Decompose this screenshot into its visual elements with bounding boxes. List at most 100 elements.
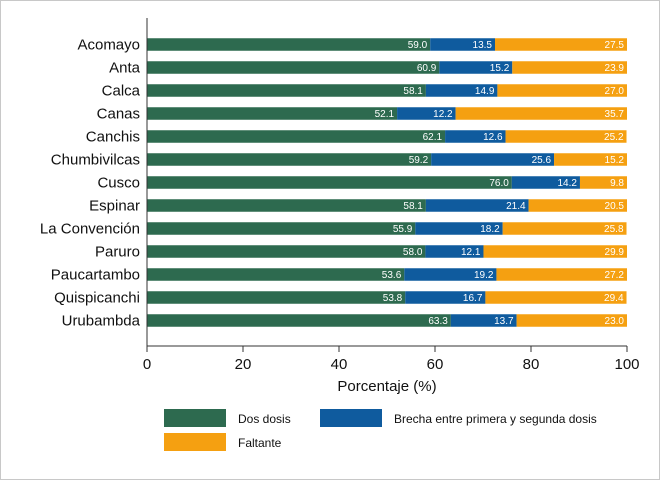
bar-segment: [415, 222, 503, 235]
data-label: 15.2: [605, 155, 625, 166]
data-label: 58.1: [403, 201, 423, 212]
category-label: Paucartambo: [51, 267, 140, 284]
category-label: Quispicanchi: [54, 290, 140, 307]
data-label: 14.9: [475, 86, 495, 97]
bar-segment: [147, 61, 440, 74]
data-label: 12.2: [433, 109, 453, 120]
data-label: 12.1: [461, 247, 481, 258]
bar-segment: [431, 153, 555, 166]
bar-segment: [496, 268, 627, 281]
x-tick-label: 100: [614, 356, 639, 373]
bars-layer: 59.0 13.5 27.5 60.9 15.2 23.9 58.1 14.9 27.0 52.1…: [147, 38, 627, 327]
category-label: Canchis: [86, 129, 140, 146]
bar-segment: [579, 176, 627, 189]
category-label: Cusco: [97, 175, 140, 192]
category-label: Urubambda: [62, 313, 141, 330]
bar-segment: [512, 61, 627, 74]
bar-segment: [147, 222, 416, 235]
legend-label: Faltante: [238, 436, 282, 450]
data-label: 53.6: [382, 270, 402, 281]
data-label: 52.1: [375, 109, 395, 120]
bar-segment: [450, 314, 517, 327]
data-label: 9.8: [610, 178, 624, 189]
legend-swatch: [164, 409, 226, 427]
bar-segment: [147, 268, 405, 281]
bar-segment: [485, 291, 627, 304]
bar-segment: [511, 176, 580, 189]
bar-segment: [147, 199, 426, 212]
bar-segment: [505, 130, 627, 143]
data-label: 29.9: [605, 247, 625, 258]
data-label: 27.2: [605, 270, 625, 281]
bar-segment: [502, 222, 627, 235]
category-labels: Acomayo Anta Calca Canas Canchis Chumbivilcas…: [40, 37, 141, 330]
category-label: Espinar: [89, 198, 140, 215]
data-label: 23.0: [605, 316, 625, 327]
data-label: 13.7: [494, 316, 514, 327]
data-label: 21.4: [506, 201, 526, 212]
legend-swatch: [164, 433, 226, 451]
data-label: 23.9: [605, 63, 625, 74]
data-label: 55.9: [393, 224, 413, 235]
category-label: Chumbivilcas: [51, 152, 140, 169]
bar-segment: [147, 176, 512, 189]
x-tick-label: 0: [143, 356, 151, 373]
category-label: Acomayo: [77, 37, 140, 54]
category-label: Canas: [97, 106, 140, 123]
bar-segment: [516, 314, 627, 327]
bar-segment: [430, 38, 495, 51]
x-axis-title: Porcentaje (%): [337, 378, 436, 395]
data-label: 27.5: [605, 40, 625, 51]
data-label: 35.7: [605, 109, 625, 120]
category-label: La Convención: [40, 221, 140, 238]
legend-label: Brecha entre primera y segunda dosis: [394, 412, 597, 426]
data-label: 16.7: [463, 293, 483, 304]
data-label: 18.2: [480, 224, 500, 235]
legend-swatch: [320, 409, 382, 427]
data-label: 15.2: [490, 63, 510, 74]
bar-segment: [147, 291, 406, 304]
bar-segment: [483, 245, 627, 258]
data-label: 58.1: [403, 86, 423, 97]
bar-segment: [439, 61, 513, 74]
data-label: 25.2: [604, 132, 624, 143]
bar-segment: [147, 153, 432, 166]
bar-segment: [425, 84, 498, 97]
data-label: 20.5: [605, 201, 625, 212]
x-tick-label: 20: [235, 356, 252, 373]
bar-segment: [495, 38, 627, 51]
bar-segment: [147, 84, 426, 97]
data-label: 25.6: [532, 155, 552, 166]
bar-segment: [425, 199, 529, 212]
bar-segment: [455, 107, 627, 120]
x-tick-label: 80: [523, 356, 540, 373]
data-label: 13.5: [473, 40, 493, 51]
data-label: 76.0: [489, 178, 509, 189]
data-label: 14.2: [557, 178, 577, 189]
data-label: 25.8: [604, 224, 624, 235]
x-tick-label: 60: [427, 356, 444, 373]
bar-segment: [405, 291, 486, 304]
bar-segment: [147, 314, 451, 327]
bar-segment: [147, 38, 431, 51]
data-label: 59.0: [408, 40, 428, 51]
bar-segment: [425, 245, 484, 258]
data-label: 62.1: [423, 132, 443, 143]
bar-segment: [147, 107, 398, 120]
legend-label: Dos dosis: [238, 412, 291, 426]
bar-segment: [497, 84, 627, 97]
category-label: Anta: [109, 60, 141, 77]
data-label: 27.0: [605, 86, 625, 97]
category-label: Calca: [102, 83, 141, 100]
bar-segment: [554, 153, 627, 166]
bar-segment: [147, 245, 426, 258]
category-label: Paruro: [95, 244, 140, 261]
bar-segment: [528, 199, 627, 212]
axes-layer: 0 20 40 60 80 100: [143, 18, 640, 373]
data-label: 53.8: [383, 293, 403, 304]
data-label: 60.9: [417, 63, 437, 74]
data-label: 29.4: [604, 293, 624, 304]
data-label: 12.6: [483, 132, 503, 143]
